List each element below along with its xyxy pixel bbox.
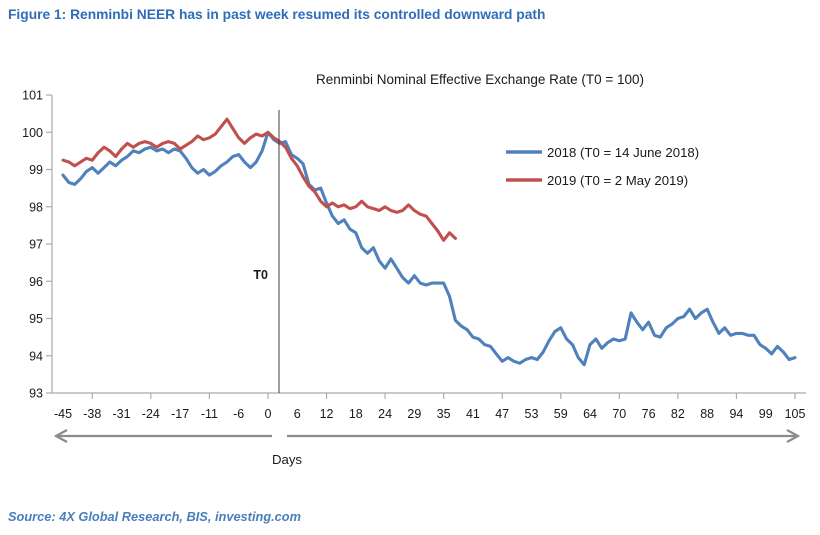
figure-title: Figure 1: Renminbi NEER has in past week… bbox=[8, 7, 546, 22]
series-line-2018 bbox=[61, 130, 797, 367]
axes: 93 94 95 96 97 98 99 100 101 -45 -38 -31 -24 -17 -11 -6… bbox=[22, 89, 806, 421]
source-line: Source: 4X Global Research, BIS, investi… bbox=[8, 509, 301, 524]
y-tick-label: 101 bbox=[22, 89, 43, 103]
x-tick-label: 12 bbox=[320, 407, 334, 421]
x-tick-label: -45 bbox=[54, 407, 72, 421]
x-tick-label: 70 bbox=[612, 407, 626, 421]
legend-label-2018: 2018 (T0 = 14 June 2018) bbox=[547, 145, 699, 160]
x-tick-label: 18 bbox=[349, 407, 363, 421]
x-tick-label: 94 bbox=[729, 407, 743, 421]
legend-label-2019: 2019 (T0 = 2 May 2019) bbox=[547, 173, 688, 188]
x-tick-label: 53 bbox=[525, 407, 539, 421]
x-tick-label: 24 bbox=[378, 407, 392, 421]
y-tick-label: 96 bbox=[29, 275, 43, 289]
x-tick-label: -31 bbox=[113, 407, 131, 421]
x-tick-label: -38 bbox=[83, 407, 101, 421]
x-tick-label: -17 bbox=[171, 407, 189, 421]
x-tick-label: 105 bbox=[785, 407, 806, 421]
x-tick-label: 47 bbox=[495, 407, 509, 421]
series-line-2019 bbox=[61, 117, 457, 242]
x-tick-label: -11 bbox=[201, 407, 218, 421]
series-lines bbox=[61, 117, 797, 367]
legend: 2018 (T0 = 14 June 2018) 2019 (T0 = 2 Ma… bbox=[506, 145, 699, 188]
x-tick-label: 76 bbox=[642, 407, 656, 421]
x-tick-label: 35 bbox=[437, 407, 451, 421]
x-tick-label: 99 bbox=[759, 407, 773, 421]
y-tick-label: 98 bbox=[29, 200, 43, 214]
x-tick-label: 0 bbox=[264, 407, 271, 421]
x-tick-label: 88 bbox=[700, 407, 714, 421]
y-tick-label: 93 bbox=[29, 387, 43, 401]
x-tick-label: -6 bbox=[233, 407, 244, 421]
right-arrow-icon bbox=[786, 429, 801, 443]
y-tick-label: 99 bbox=[29, 163, 43, 177]
x-tick-label: 6 bbox=[294, 407, 301, 421]
x-tick-label: 59 bbox=[554, 407, 568, 421]
x-tick-label: 29 bbox=[407, 407, 421, 421]
chart-title: Renminbi Nominal Effective Exchange Rate… bbox=[316, 72, 644, 87]
left-arrow-icon bbox=[53, 429, 68, 443]
y-tick-label: 94 bbox=[29, 349, 43, 363]
t0-label: T0 bbox=[253, 268, 268, 282]
x-tick-label: 64 bbox=[583, 407, 597, 421]
axis-frame bbox=[51, 95, 806, 394]
y-tick-label: 97 bbox=[29, 238, 43, 252]
y-tick-label: 95 bbox=[29, 312, 43, 326]
x-axis-title: Days bbox=[272, 452, 302, 467]
y-tick-label: 100 bbox=[22, 126, 43, 140]
neer-line-chart: Renminbi Nominal Effective Exchange Rate… bbox=[22, 72, 806, 467]
x-axis-range-arrow bbox=[53, 429, 801, 443]
x-tick-label: 82 bbox=[671, 407, 685, 421]
x-tick-label: 41 bbox=[466, 407, 480, 421]
x-tick-label: -24 bbox=[142, 407, 160, 421]
